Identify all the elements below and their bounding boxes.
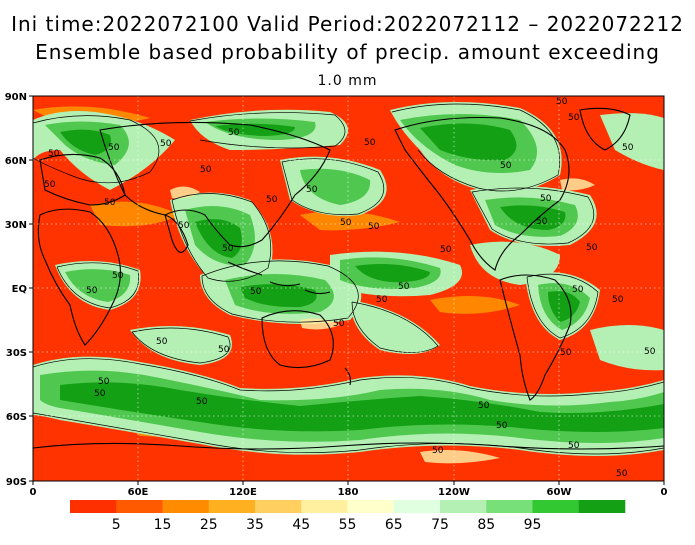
graticule xyxy=(33,96,664,481)
lat-label-60n: 60N xyxy=(5,156,27,167)
contour-label: 50 xyxy=(568,441,580,451)
contour-labels: 50 50 50 50 50 50 50 50 50 50 50 50 50 5… xyxy=(44,97,656,479)
contour-label: 50 xyxy=(340,218,352,228)
contour-label: 50 xyxy=(540,194,552,204)
latitude-axis xyxy=(29,95,33,482)
coastlines xyxy=(33,107,664,450)
probability-field: 50 50 50 50 50 50 50 50 50 50 50 50 50 5… xyxy=(33,96,664,481)
contour-label: 50 xyxy=(200,165,212,175)
lon-label-0-east: 0 xyxy=(661,487,668,498)
contour-label: 50 xyxy=(556,97,568,107)
contour-label: 50 xyxy=(266,195,278,205)
colorbar-label: 55 xyxy=(339,517,357,533)
lat-label-eq: EQ xyxy=(12,284,27,295)
contour-lines xyxy=(33,103,664,455)
longitude-axis xyxy=(32,481,665,485)
lat-label-90s: 90S xyxy=(6,477,27,488)
title-line-1: Ini time:2022072100 Valid Period:2022072… xyxy=(11,12,684,36)
colorbar-label: 35 xyxy=(246,517,264,533)
contour-label: 50 xyxy=(196,397,208,407)
title-threshold: 1.0 mm xyxy=(317,73,378,89)
lon-label-60e: 60E xyxy=(128,487,149,498)
title-line-2: Ensemble based probability of precip. am… xyxy=(35,40,660,64)
contour-label: 50 xyxy=(500,161,512,171)
contour-label: 50 xyxy=(616,469,628,479)
colorbar-swatch xyxy=(440,500,487,513)
contour-label: 50 xyxy=(104,198,116,208)
colorbar-swatch xyxy=(255,500,302,513)
colorbar-swatch xyxy=(208,500,256,513)
contour-label: 50 xyxy=(333,319,345,329)
lat-label-30s: 30S xyxy=(6,348,27,359)
colorbar-label: 15 xyxy=(154,517,172,533)
green-regions-dark xyxy=(60,123,664,432)
contour-label: 50 xyxy=(306,185,318,195)
colorbar-swatch xyxy=(301,500,348,513)
colorbar-swatch xyxy=(347,500,395,513)
contour-label: 50 xyxy=(94,389,106,399)
colorbar-swatch xyxy=(532,500,580,513)
contour-label: 50 xyxy=(398,282,410,292)
lon-label-60w: 60W xyxy=(547,487,572,498)
contour-label: 50 xyxy=(432,446,444,456)
contour-label: 50 xyxy=(160,139,172,149)
lat-label-90n: 90N xyxy=(5,92,27,103)
contour-label: 50 xyxy=(496,421,508,431)
contour-label: 50 xyxy=(364,138,376,148)
lat-label-60s: 60S xyxy=(6,412,27,423)
contour-label: 50 xyxy=(440,245,452,255)
contour-label: 50 xyxy=(112,271,124,281)
lat-label-30n: 30N xyxy=(5,220,27,231)
contour-label: 50 xyxy=(44,180,56,190)
contour-label: 50 xyxy=(48,149,60,159)
colorbar xyxy=(70,500,626,513)
contour-label: 50 xyxy=(572,285,584,295)
contour-label: 50 xyxy=(98,377,110,387)
lon-label-120e: 120E xyxy=(229,487,257,498)
colorbar-swatch xyxy=(393,500,441,513)
contour-label: 50 xyxy=(536,217,548,227)
contour-label: 50 xyxy=(622,143,634,153)
contour-label: 50 xyxy=(156,337,168,347)
contour-label: 50 xyxy=(86,286,98,296)
colorbar-swatch xyxy=(486,500,533,513)
contour-label: 50 xyxy=(108,143,120,153)
contour-label: 50 xyxy=(612,295,624,305)
contour-label: 50 xyxy=(368,222,380,232)
colorbar-label: 45 xyxy=(292,517,310,533)
colorbar-swatch xyxy=(116,500,163,513)
lon-label-0: 0 xyxy=(30,487,37,498)
lon-label-180: 180 xyxy=(338,487,359,498)
contour-label: 50 xyxy=(178,221,190,231)
contour-label: 50 xyxy=(222,244,234,254)
colorbar-label: 85 xyxy=(477,517,495,533)
colorbar-label: 75 xyxy=(431,517,449,533)
lon-label-120w: 120W xyxy=(438,487,470,498)
contour-label: 50 xyxy=(586,243,598,253)
colorbar-swatch xyxy=(578,500,626,513)
pale-fringes xyxy=(170,178,595,464)
contour-label: 50 xyxy=(218,345,230,355)
colorbar-label: 25 xyxy=(200,517,218,533)
colorbar-labels: 5 15 25 35 45 55 65 75 85 95 xyxy=(112,517,542,533)
contour-label: 50 xyxy=(228,128,240,138)
contour-label: 50 xyxy=(478,401,490,411)
contour-label: 50 xyxy=(560,348,572,358)
colorbar-swatch xyxy=(70,500,117,513)
contour-label: 50 xyxy=(250,287,262,297)
colorbar-label: 65 xyxy=(385,517,403,533)
colorbar-label: 95 xyxy=(524,517,542,533)
colorbar-label: 5 xyxy=(112,517,121,533)
contour-label: 50 xyxy=(568,113,580,123)
colorbar-swatch xyxy=(162,500,210,513)
contour-label: 50 xyxy=(376,295,388,305)
contour-label: 50 xyxy=(644,347,656,357)
